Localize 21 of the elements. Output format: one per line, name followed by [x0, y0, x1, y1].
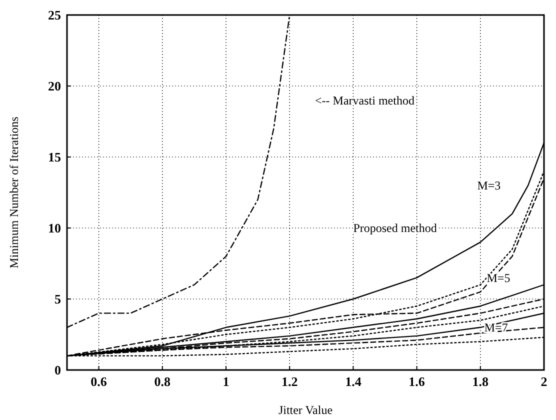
- x-tick-label: 1: [222, 374, 230, 389]
- y-tick-label: 5: [54, 292, 62, 307]
- x-tick-label: 0.8: [154, 374, 172, 389]
- y-axis-title: Minimum Number of Iterations: [7, 116, 21, 268]
- y-tick-label: 0: [54, 362, 61, 378]
- y-tick-label: 15: [48, 150, 62, 165]
- y-tick-label: 25: [48, 8, 62, 23]
- x-tick-label: 1.6: [408, 374, 426, 389]
- y-tick-label: 20: [48, 78, 61, 94]
- annotation: Proposed method: [353, 221, 437, 236]
- x-axis-title: Jitter Value: [278, 403, 333, 417]
- annotation: M=5: [486, 270, 510, 285]
- annotation: M=3: [477, 178, 501, 193]
- x-tick-label: 1.4: [345, 374, 362, 389]
- y-tick-label: 10: [48, 220, 61, 236]
- annotation: <-- Marvasti method: [315, 93, 414, 108]
- annotation: M=7: [484, 320, 508, 335]
- x-tick-label: 2: [540, 374, 548, 389]
- x-tick-label: 1.8: [472, 374, 490, 389]
- x-tick-label: 1.2: [281, 374, 298, 389]
- x-tick-label: 0.6: [90, 374, 108, 389]
